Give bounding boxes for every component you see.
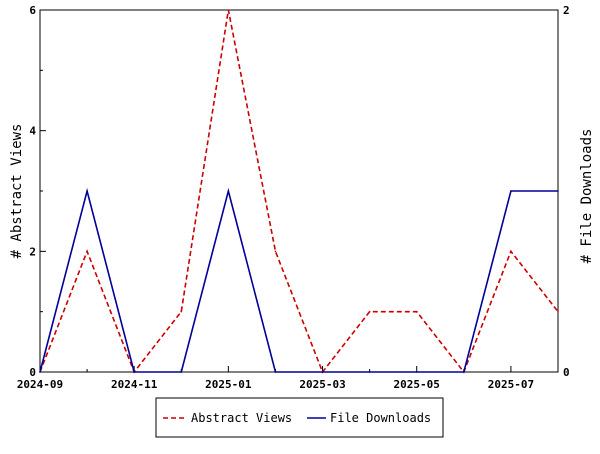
y-tick-label: 0 [29,366,36,379]
data-point-abstract-views [274,250,277,253]
legend-box [155,397,444,438]
legend-label-abstract-views: Abstract Views [191,411,292,425]
data-point-abstract-views [86,250,88,253]
x-tick-label: 2025-03 [299,378,345,391]
data-point-file-downloads [368,371,371,373]
data-point-abstract-views [510,250,512,253]
data-point-file-downloads [39,371,41,373]
data-point-file-downloads [133,371,135,373]
data-point-abstract-views [557,310,559,313]
data-point-abstract-views [368,310,371,313]
y2-axis-title: # File Downloads [579,129,595,264]
y-axis-title: # Abstract Views [9,124,25,259]
data-point-file-downloads [180,371,183,373]
x-tick-label: 2025-05 [394,378,440,391]
data-point-file-downloads [510,190,512,192]
data-point-file-downloads [274,371,277,373]
data-point-abstract-views [227,9,230,11]
data-point-file-downloads [321,371,324,373]
series-layer [39,9,559,374]
y-tick-label: 2 [29,245,36,258]
x-tick-label: 2024-09 [17,378,63,391]
data-point-file-downloads [86,190,88,192]
series-line-file-downloads [39,187,558,373]
legend: Abstract Views File Downloads [155,397,444,438]
data-point-file-downloads [415,371,418,373]
data-point-file-downloads [557,190,559,192]
x-tick-label: 2025-07 [488,378,534,391]
y2-tick-label: 0 [563,366,570,379]
legend-label-file-downloads: File Downloads [330,411,431,425]
y-tick-label: 4 [29,125,36,138]
x-tick-label: 2024-11 [111,378,158,391]
data-point-file-downloads [227,190,230,192]
data-point-abstract-views [180,310,183,313]
data-point-file-downloads [463,371,465,373]
tick-labels: 2024-09 2024-11 2025-01 2025-03 2025-05 2025-… [17,4,570,391]
y-tick-label: 6 [29,4,36,17]
y2-tick-label: 2 [563,4,570,17]
data-point-abstract-views [415,310,418,313]
x-tick-label: 2025-01 [205,378,252,391]
plot-area [39,9,559,373]
